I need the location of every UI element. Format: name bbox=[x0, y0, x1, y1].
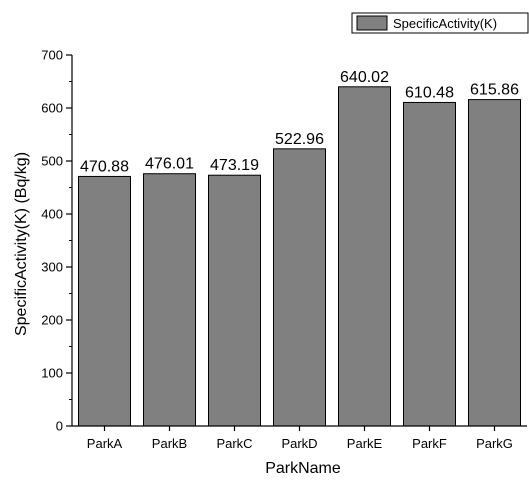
y-axis-title: SpecificActivity(K) (Bq/kg) bbox=[13, 152, 30, 336]
x-tick-label-parka: ParkA bbox=[87, 436, 123, 451]
bar-parkg bbox=[468, 99, 521, 427]
x-tick-label-parkc: ParkC bbox=[216, 436, 252, 451]
x-tick-label-parkg: ParkG bbox=[476, 436, 513, 451]
value-label-parkd: 522.96 bbox=[275, 131, 324, 148]
value-label-parkb: 476.01 bbox=[145, 156, 194, 173]
bar-parkc bbox=[208, 174, 261, 427]
bar-parka bbox=[78, 175, 131, 427]
bars-group bbox=[78, 86, 521, 427]
y-axis: 0 100 200 300 400 500 600 700 bbox=[41, 48, 73, 434]
value-label-parkf: 610.48 bbox=[405, 84, 454, 101]
value-label-parkc: 473.19 bbox=[210, 157, 259, 174]
legend-label: SpecificActivity(K) bbox=[393, 16, 497, 31]
y-tick-label: 300 bbox=[41, 260, 63, 275]
y-tick-label: 600 bbox=[41, 101, 63, 116]
bar-parkf bbox=[403, 101, 456, 427]
y-tick-label: 700 bbox=[41, 48, 63, 63]
y-tick-label: 200 bbox=[41, 313, 63, 328]
value-labels-group: 470.88 476.01 473.19 522.96 640.02 610.48 615.… bbox=[80, 69, 519, 176]
value-label-parka: 470.88 bbox=[80, 158, 129, 175]
x-axis: ParkA ParkB ParkC ParkD ParkE ParkF ParkG bbox=[72, 425, 527, 451]
y-tick-label: 400 bbox=[41, 207, 63, 222]
value-label-parkg: 615.86 bbox=[470, 82, 519, 99]
y-tick-label: 500 bbox=[41, 154, 63, 169]
x-tick-label-parkb: ParkB bbox=[152, 436, 187, 451]
bar-parkd bbox=[273, 148, 326, 427]
y-tick-label: 100 bbox=[41, 366, 63, 381]
legend: SpecificActivity(K) bbox=[351, 12, 529, 34]
x-tick-label-parkf: ParkF bbox=[412, 436, 447, 451]
x-axis-title: ParkName bbox=[265, 460, 341, 477]
legend-frame bbox=[351, 12, 529, 34]
x-tick-label-parke: ParkE bbox=[347, 436, 383, 451]
x-tick-label-parkd: ParkD bbox=[281, 436, 317, 451]
legend-swatch bbox=[356, 15, 388, 31]
value-label-parke: 640.02 bbox=[340, 69, 389, 86]
y-tick-label: 0 bbox=[56, 419, 63, 434]
bar-parke bbox=[338, 86, 391, 427]
bar-parkb bbox=[143, 173, 196, 427]
